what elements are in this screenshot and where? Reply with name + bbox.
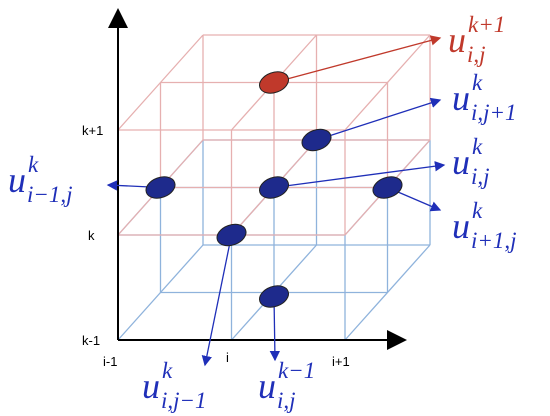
connector-arrow <box>273 161 446 189</box>
node-label-sup: k <box>472 198 483 223</box>
grid-node <box>258 176 290 199</box>
x-label: i <box>226 350 229 365</box>
node-label-sup: k <box>472 70 483 95</box>
x-label: i-1 <box>103 354 117 369</box>
connector-arrow <box>273 35 442 84</box>
z-label: k-1 <box>82 333 100 348</box>
node-label-sub: i,j+1 <box>471 100 517 125</box>
node-label-base: u <box>452 78 470 118</box>
node-label-sup: k−1 <box>278 358 315 383</box>
node-label-base: u <box>448 20 466 60</box>
node-label-sub: i,j <box>467 42 486 67</box>
node-label-base: u <box>452 206 470 246</box>
x-label: i+1 <box>332 354 350 369</box>
grid-node <box>301 128 332 152</box>
connector-arrow <box>201 234 233 367</box>
connector-arrow <box>316 97 442 141</box>
z-label: k <box>88 228 95 243</box>
node-label-base: u <box>258 366 276 406</box>
grid-node <box>258 285 290 308</box>
nodes: u k+1i,ju ki,j+1u ki−1,ju ki,ju ki+1,ju ki,j−1… <box>8 12 517 413</box>
grid-node <box>216 223 247 247</box>
node-label-sub: i,j−1 <box>161 388 207 413</box>
node-label-sub: i,j <box>471 164 490 189</box>
grid-node <box>145 176 176 199</box>
z-label: k+1 <box>82 123 103 138</box>
node-label-base: u <box>452 142 470 182</box>
grid-node <box>372 176 403 199</box>
node-label-sup: k <box>28 152 39 177</box>
node-label-sub: i−1,j <box>27 182 73 207</box>
node-label-sup: k <box>472 134 483 159</box>
node-label-sup: k+1 <box>468 12 505 37</box>
grid-node <box>258 71 290 94</box>
node-label-sub: i+1,j <box>471 228 517 253</box>
node-label-base: u <box>8 160 26 200</box>
node-label-base: u <box>142 366 160 406</box>
node-label-sup: k <box>162 358 173 383</box>
node-label-sub: i,j <box>277 388 296 413</box>
